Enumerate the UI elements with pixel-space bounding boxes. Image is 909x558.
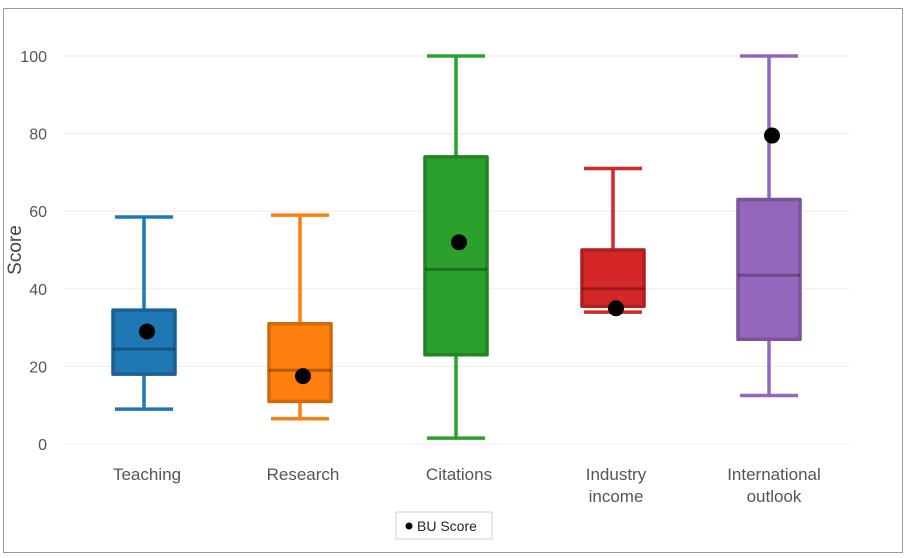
bu-score-marker-research <box>295 368 311 385</box>
iqr-box-outline-research <box>267 321 333 404</box>
legend-marker-bu-score <box>405 522 413 530</box>
iqr-box-outline-teaching <box>111 308 177 376</box>
y-axis-title: Score <box>5 225 26 275</box>
box-plot-chart: 0 20 40 60 80 100 Score Teaching Research Citat… <box>5 49 849 540</box>
y-tick-label-100: 100 <box>20 49 47 66</box>
box-international-outlook <box>736 54 802 398</box>
category-label-line: International <box>727 465 821 484</box>
chart-frame: 0 20 40 60 80 100 Score Teaching Research Citat… <box>3 8 903 553</box>
legend: BU Score <box>395 511 493 540</box>
y-tick-label-80: 80 <box>29 127 47 144</box>
category-label-teaching: Teaching <box>113 465 181 484</box>
box-teaching <box>111 215 177 411</box>
y-tick-label-40: 40 <box>29 282 47 299</box>
box-research <box>267 213 333 421</box>
y-tick-label-20: 20 <box>29 359 47 376</box>
box-citations <box>423 54 489 440</box>
y-tick-labels: 0 20 40 60 80 100 <box>20 49 47 454</box>
category-label-line: Industry <box>586 465 647 484</box>
iqr-box-citations <box>423 155 489 357</box>
y-tick-label-60: 60 <box>29 204 47 221</box>
box-industry-income <box>580 166 646 317</box>
bu-score-marker-industry-income <box>608 300 624 317</box>
iqr-box-research <box>267 321 333 404</box>
category-label-international-outlook: International outlook <box>727 465 821 506</box>
category-label-citations: Citations <box>426 465 492 484</box>
category-label-line: Research <box>267 465 340 484</box>
category-label-line: Teaching <box>113 465 181 484</box>
iqr-box-industry-income <box>580 248 646 309</box>
bu-score-marker-teaching <box>139 323 155 340</box>
category-label-line: outlook <box>747 487 802 506</box>
category-label-research: Research <box>267 465 340 484</box>
bu-score-marker-citations <box>451 234 467 251</box>
category-label-line: income <box>589 487 644 506</box>
iqr-box-teaching <box>111 308 177 376</box>
iqr-box-international-outlook <box>736 197 802 341</box>
iqr-box-outline-citations <box>423 155 489 357</box>
category-labels: Teaching Research Citations Industry incomeI… <box>113 465 821 506</box>
boxes <box>111 54 802 440</box>
bu-score-marker-international-outlook <box>764 127 780 144</box>
iqr-box-outline-international-outlook <box>736 197 802 341</box>
y-tick-label-0: 0 <box>38 437 47 454</box>
category-label-industry-income: Industry income <box>586 465 647 506</box>
category-label-line: Citations <box>426 465 492 484</box>
legend-label-bu-score: BU Score <box>417 518 477 534</box>
